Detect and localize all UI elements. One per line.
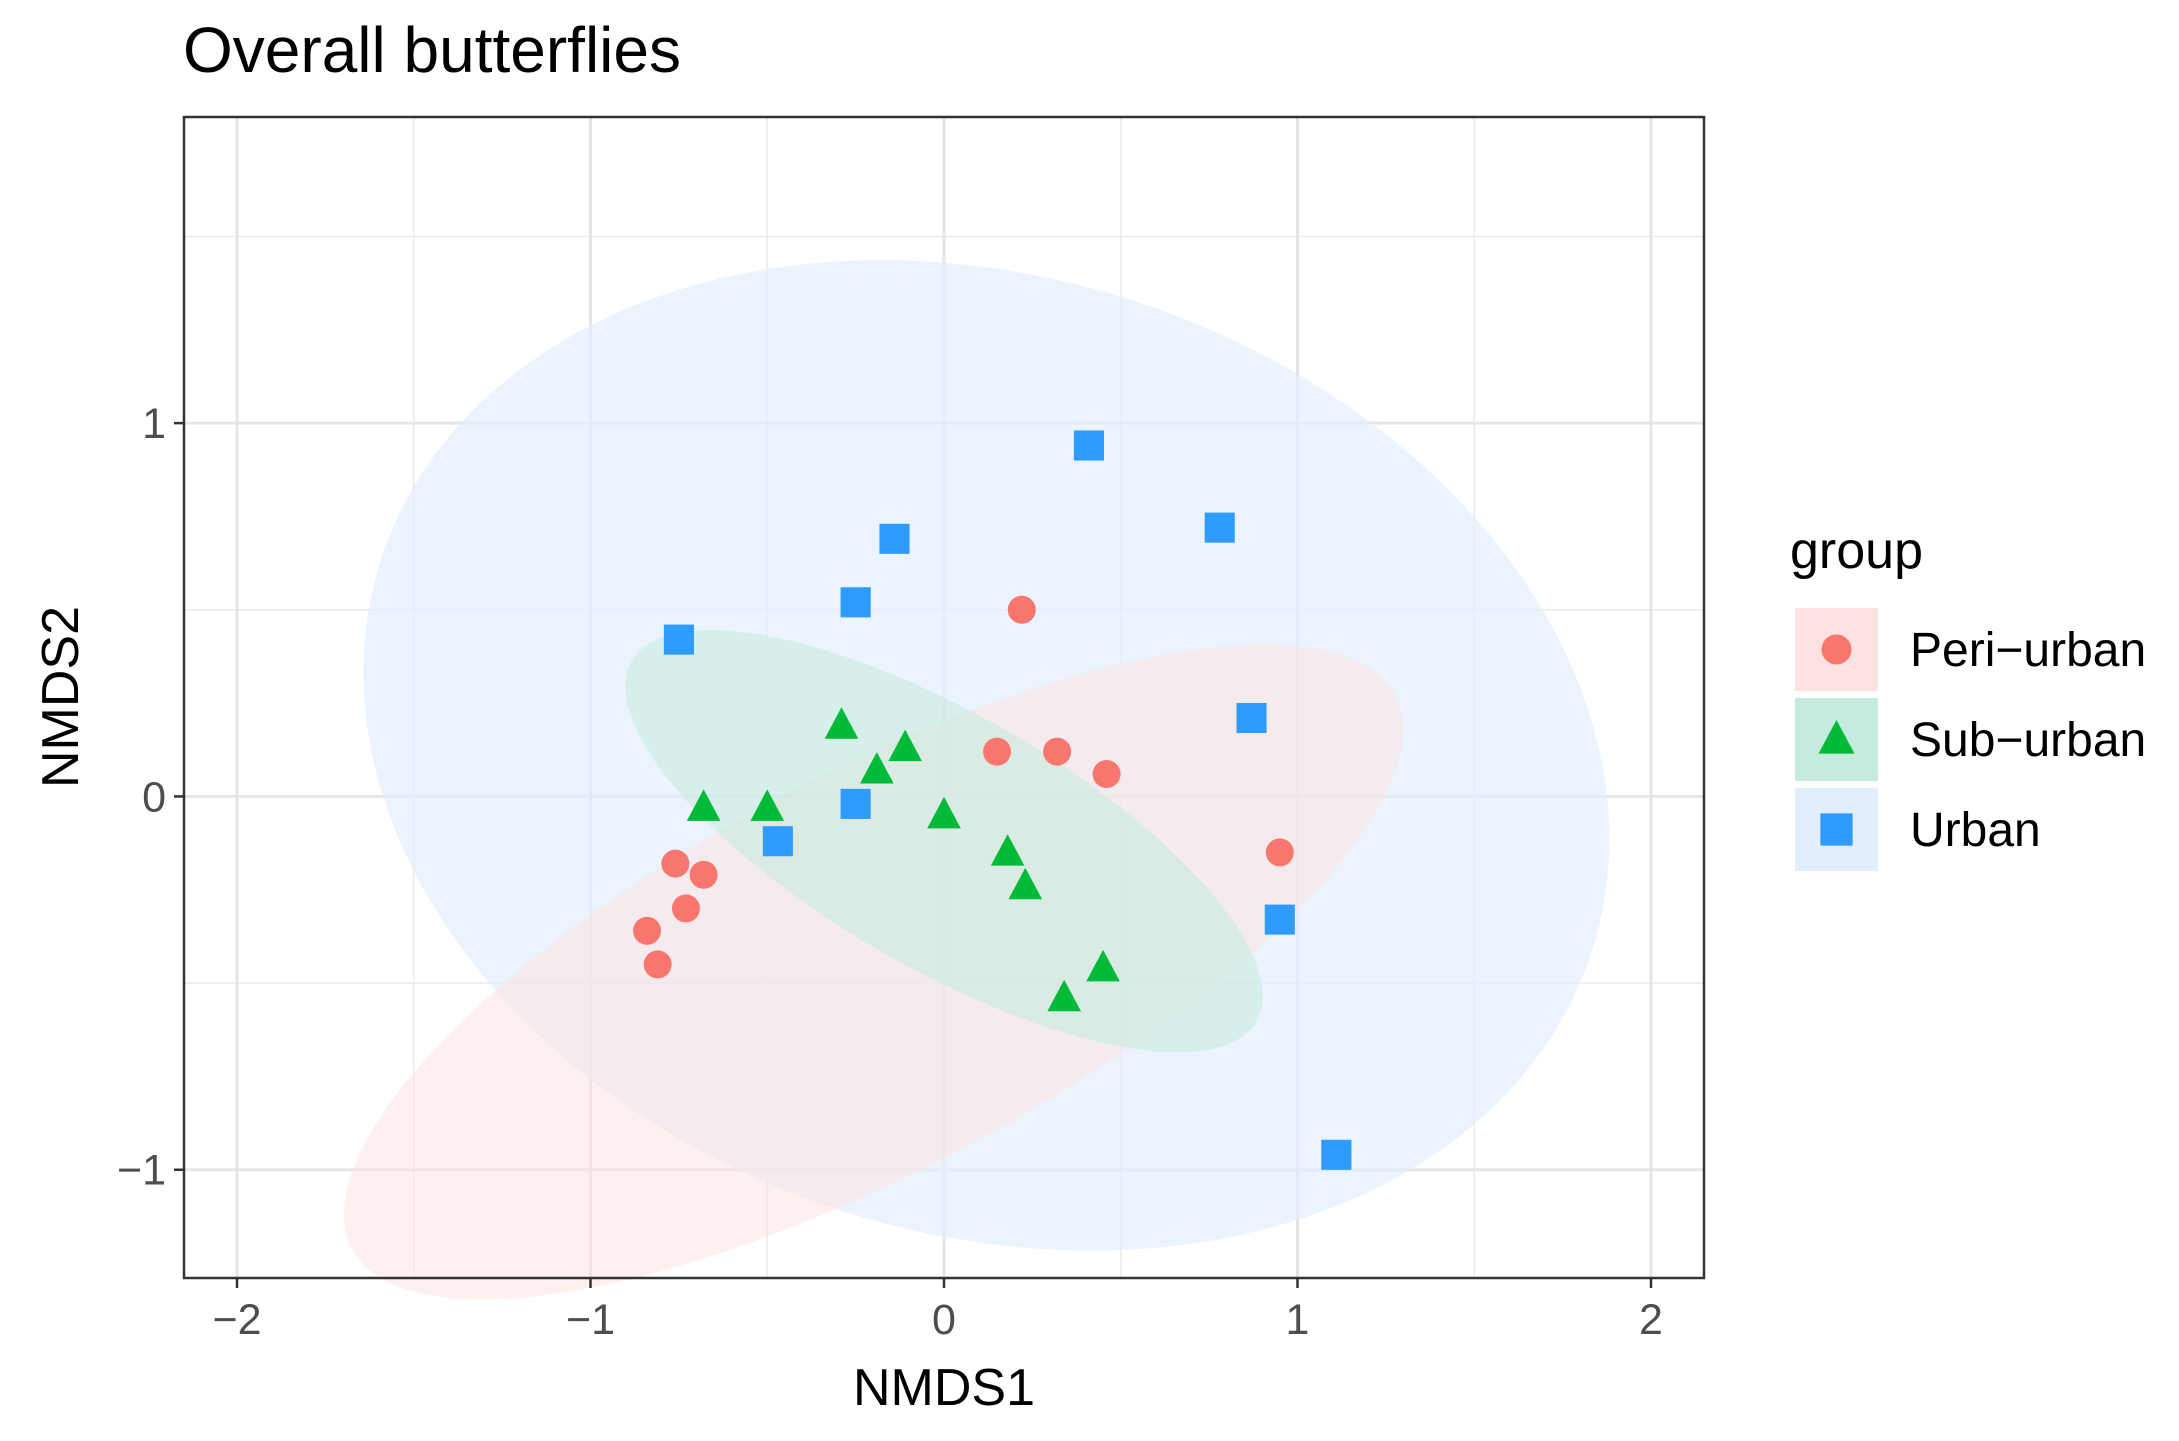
point-urban [879,523,910,554]
point-urban [840,587,871,618]
y-tick-label: 1 [142,400,166,448]
point-sub-urban [927,796,961,829]
point-sub-urban [888,729,922,762]
point-urban [1204,512,1235,543]
ellipse-sub-urban [625,630,1263,1053]
point-peri-urban [1043,737,1072,766]
legend-key-circle [1821,634,1852,665]
point-sub-urban [750,789,785,821]
x-tick-label: −1 [566,1296,615,1344]
y-tick-label: −1 [117,1147,166,1195]
point-urban [840,788,871,819]
x-tick-label: 1 [1286,1296,1310,1344]
point-peri-urban [643,950,672,979]
y-axis-title: NMDS2 [32,606,90,788]
legend-label: Urban [1910,804,2041,857]
point-sub-urban [1008,867,1043,900]
x-tick-label: 0 [932,1296,956,1344]
ellipse-peri-urban [343,644,1403,1300]
legend-label: Sub−urban [1910,714,2146,767]
point-sub-urban [990,834,1025,866]
point-sub-urban [686,789,721,821]
x-tick-label: 2 [1639,1296,1663,1344]
legend: group Peri−urban Sub−urban Urban [1790,522,2146,871]
x-axis-ticks: −2 −1 0 1 2 [213,1278,1663,1344]
point-urban [762,826,793,857]
legend-key-triangle [1818,719,1855,754]
point-urban [663,624,694,655]
point-urban [1073,430,1104,461]
point-urban [1321,1139,1352,1170]
x-tick-label: −2 [213,1296,262,1344]
point-urban [1264,904,1295,935]
point-sub-urban [1047,979,1081,1012]
point-peri-urban [1007,595,1036,624]
point-peri-urban [1265,838,1294,867]
y-tick-label: 0 [142,773,166,821]
x-axis-title: NMDS1 [853,1359,1035,1417]
legend-title: group [1790,522,1923,580]
point-peri-urban [661,849,690,878]
legend-key-square [1820,813,1853,846]
legend-items: Peri−urban Sub−urban Urban [1795,608,2146,871]
point-sub-urban [824,707,859,739]
y-axis-ticks: −1 0 1 [117,400,184,1195]
data-points [633,430,1352,1170]
point-peri-urban [983,737,1012,766]
point-peri-urban [689,860,718,889]
point-peri-urban [1092,760,1121,789]
point-peri-urban [671,894,700,923]
legend-label: Peri−urban [1910,624,2146,677]
point-sub-urban [1086,949,1120,982]
point-sub-urban [860,752,894,784]
point-peri-urban [633,916,662,945]
chart-title: Overall butterflies [183,14,681,86]
point-urban [1236,702,1267,734]
